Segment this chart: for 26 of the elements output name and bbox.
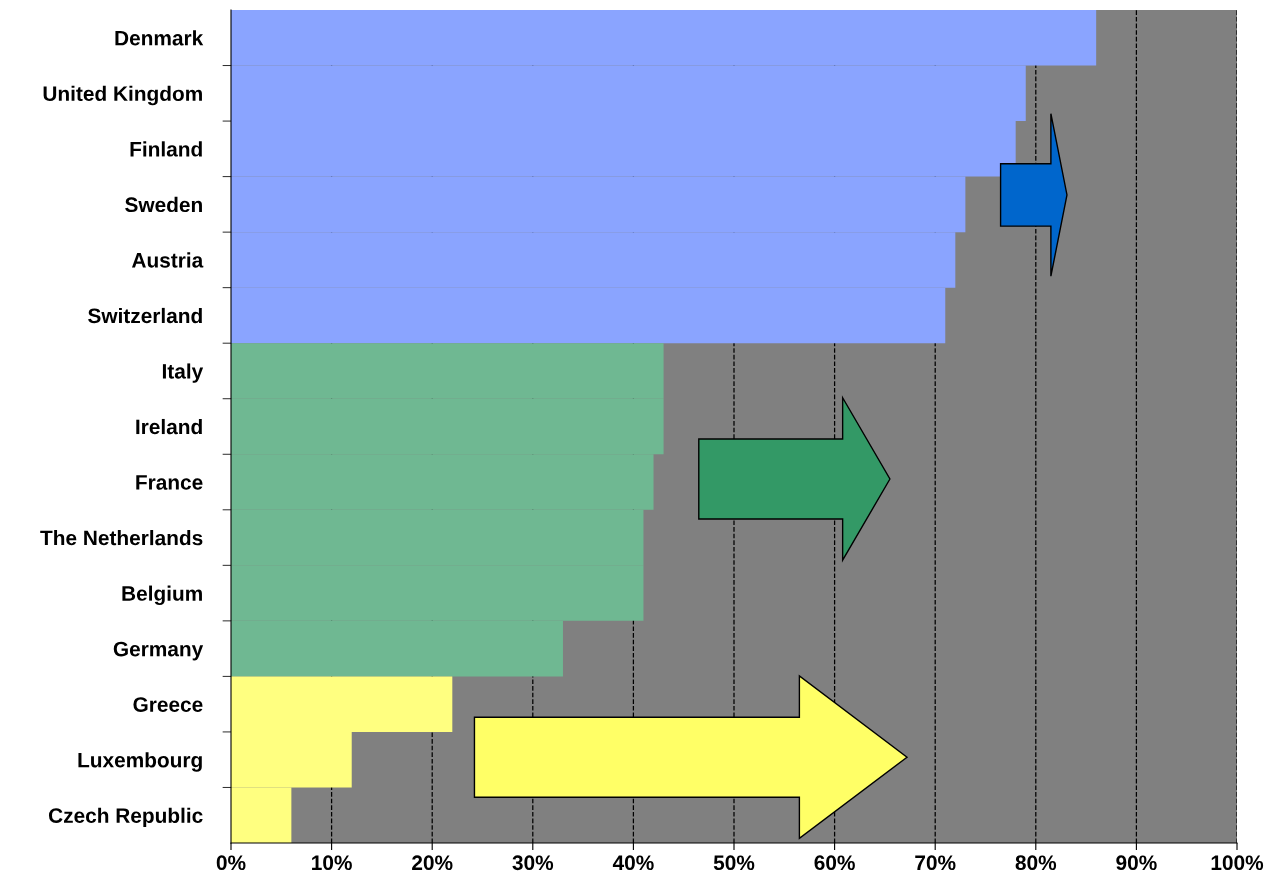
y-tick-label: Greece xyxy=(133,697,203,712)
y-tick-label: Denmark xyxy=(115,30,204,46)
x-tick-label: 30% xyxy=(512,855,554,871)
y-tick-label: Czech Republic xyxy=(48,807,203,828)
x-tick-label: 60% xyxy=(814,855,855,871)
x-tick-label: 40% xyxy=(612,855,654,871)
x-tick-label: 20% xyxy=(412,855,453,871)
x-tick-label: 100% xyxy=(1211,855,1264,871)
y-tick-label: Italy xyxy=(162,363,204,383)
y-tick-label: France xyxy=(136,475,203,490)
y-tick-label: Austria xyxy=(131,252,204,268)
y-tick-label: United Kingdom xyxy=(43,85,202,106)
y-tick-label: Ireland xyxy=(136,418,202,435)
y-tick-label: Luxembourg xyxy=(78,752,202,772)
x-tick-label: 0% xyxy=(216,855,246,871)
y-tick-label: Finland xyxy=(130,141,202,157)
y-tick-label: Belgium xyxy=(122,585,202,606)
x-tick-label: 50% xyxy=(713,855,755,871)
y-tick-label: Sweden xyxy=(125,196,202,213)
x-tick-label: 90% xyxy=(1116,855,1157,871)
x-tick-label: 10% xyxy=(312,855,352,871)
x-tick-label: 70% xyxy=(915,855,956,871)
x-tick-label: 80% xyxy=(1015,855,1057,871)
y-tick-label: The Netherlands xyxy=(40,530,203,546)
y-tick-label: Switzerland xyxy=(88,307,202,324)
y-tick-label: Germany xyxy=(113,641,204,661)
